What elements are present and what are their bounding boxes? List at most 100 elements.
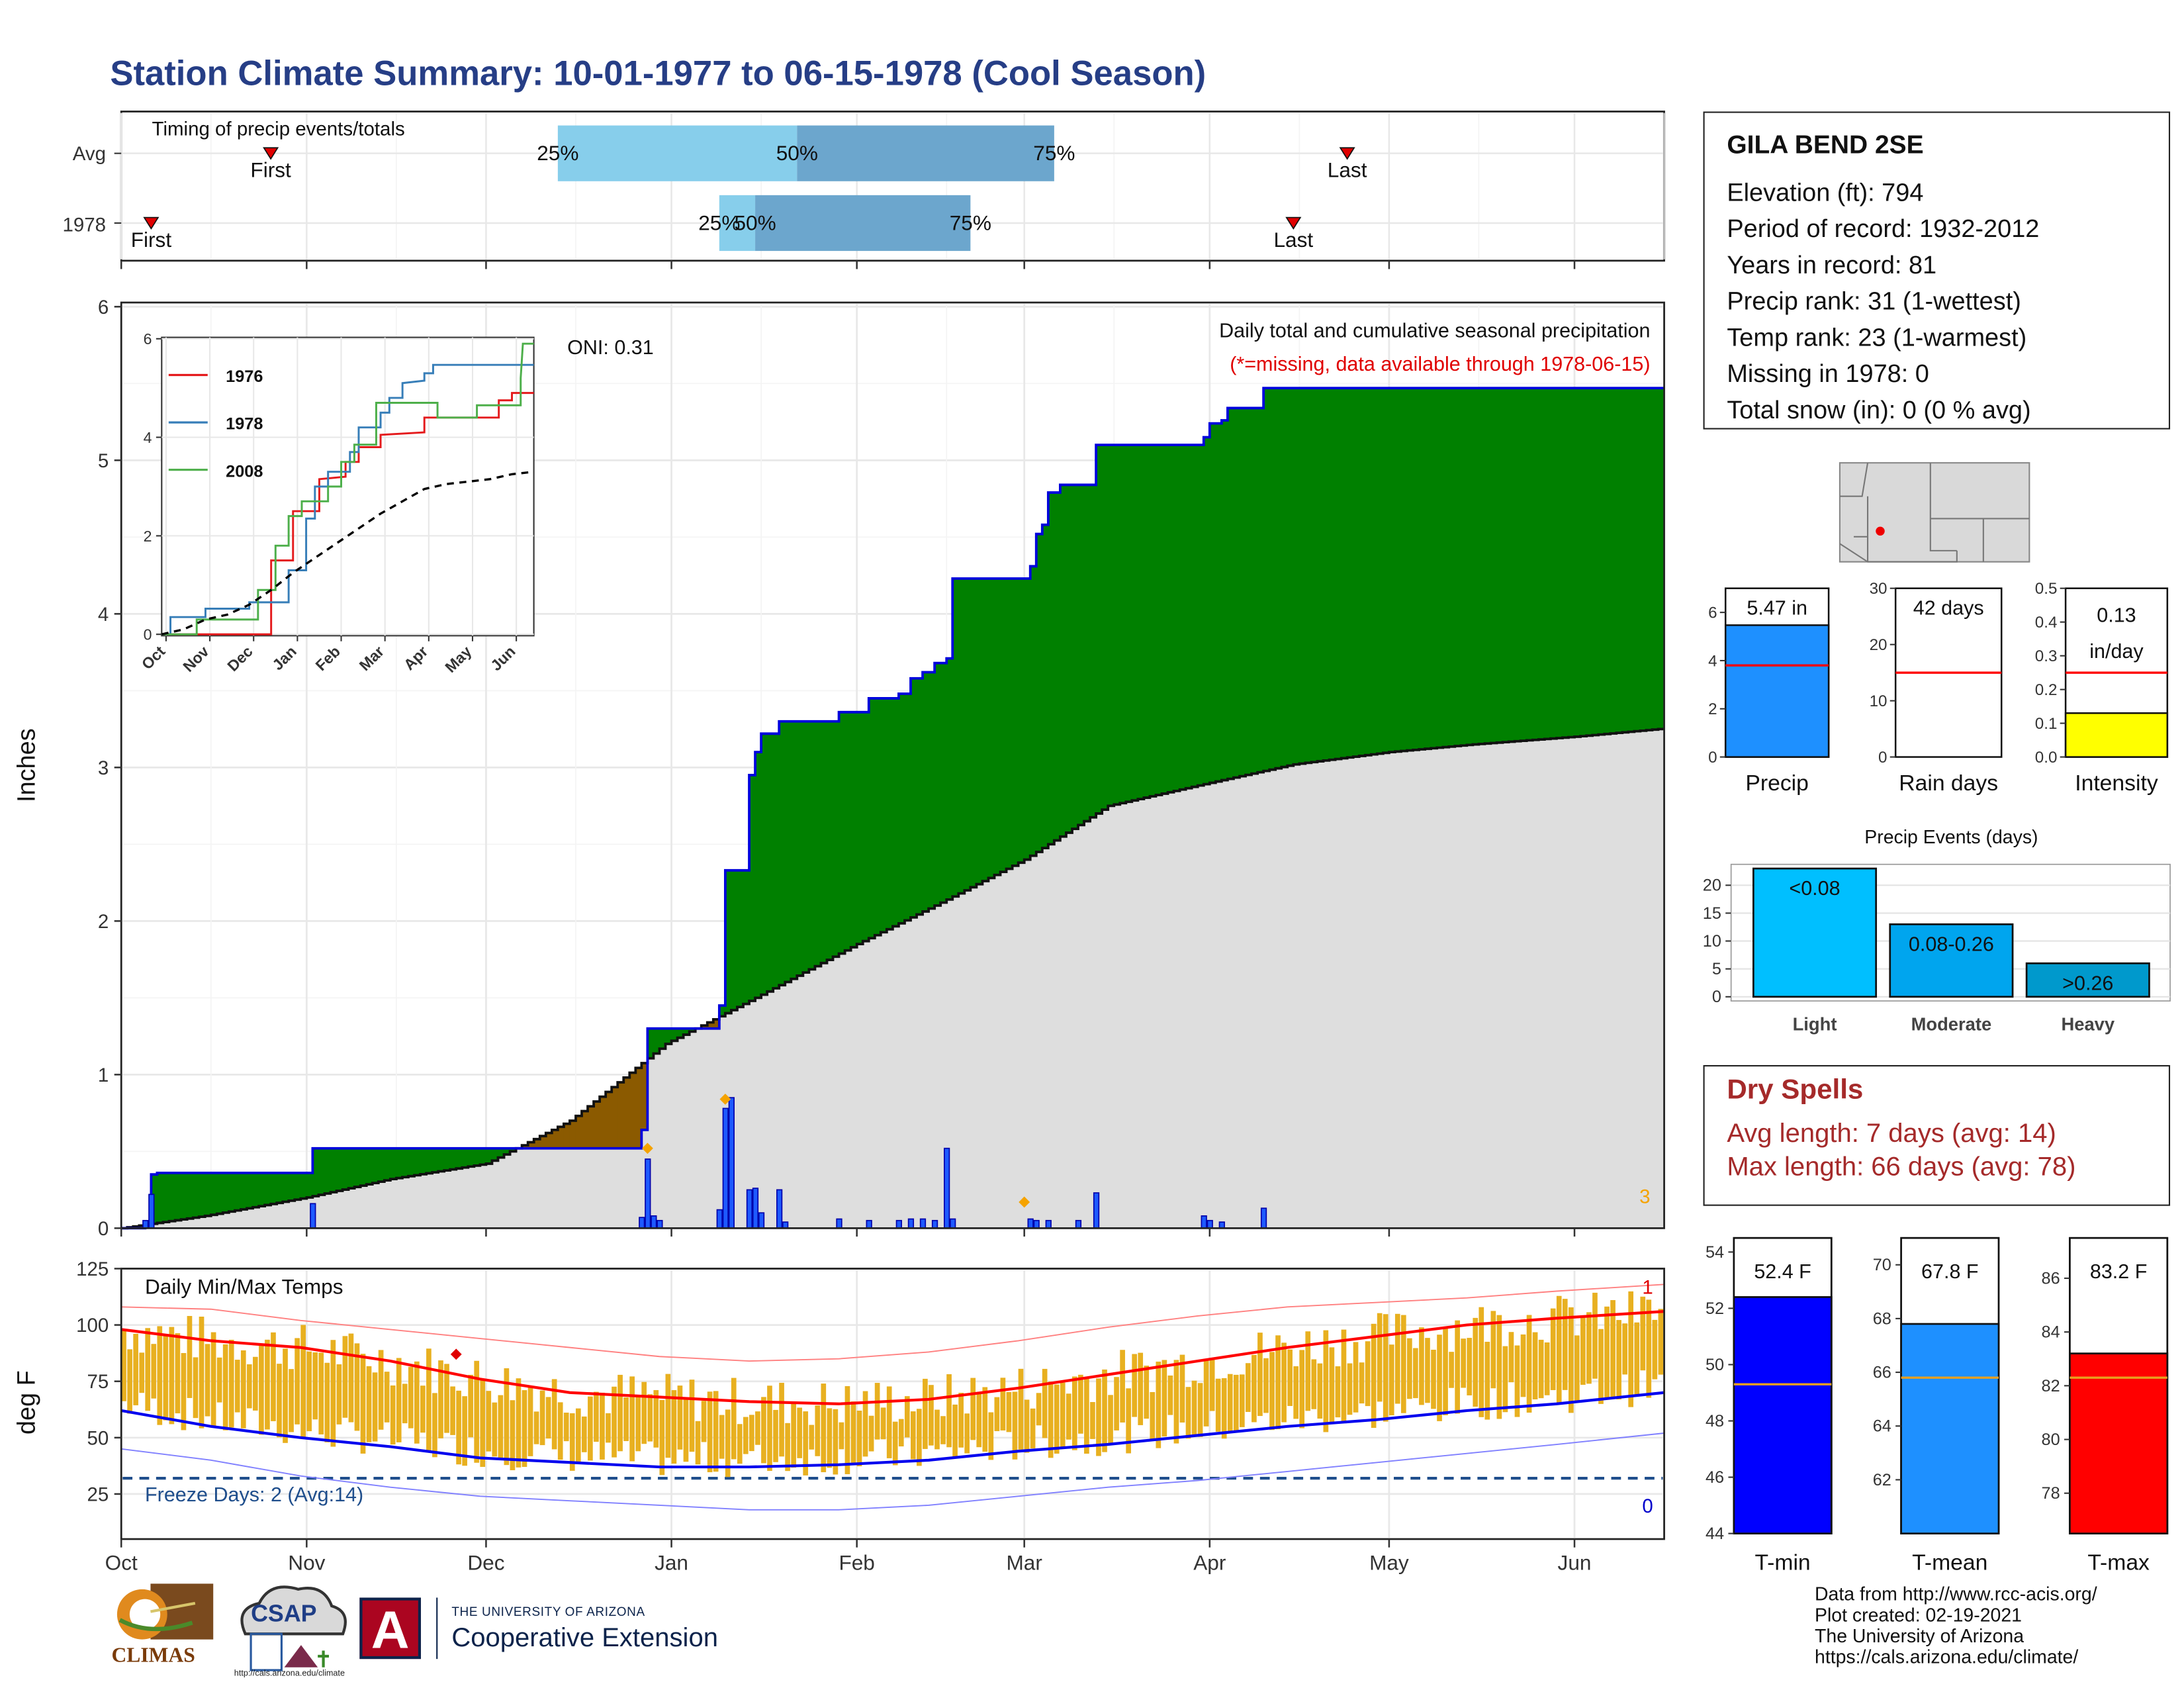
below-average-area <box>600 1096 606 1149</box>
mini-bar-tick-label: 0.0 <box>2035 749 2058 767</box>
daily-temp-bar <box>1173 1360 1179 1444</box>
timing-heading: Timing of precip events/totals <box>152 118 405 140</box>
daily-temp-bar <box>1407 1338 1412 1399</box>
precip-panel: 0 1 2 3 4 5 6 Inches ONI: 0.31 Daily total and… <box>13 297 1665 1240</box>
above-average-area <box>504 1148 511 1155</box>
below-average-area <box>545 1133 553 1149</box>
mini-bar-tick-label: 20 <box>1870 636 1888 654</box>
above-average-area <box>1580 388 1587 737</box>
above-average-area <box>1096 445 1103 814</box>
daily-temp-bar <box>563 1413 569 1442</box>
above-average-area <box>946 658 954 900</box>
above-average-area <box>719 1005 726 1017</box>
daily-temp-bar <box>1317 1363 1323 1419</box>
above-average-area <box>1071 485 1079 829</box>
daily-temp-bar <box>683 1398 689 1462</box>
station-name: GILA BEND 2SE <box>1727 129 1924 160</box>
above-average-area <box>1520 388 1527 741</box>
precip-y-tick-label: 6 <box>98 297 109 318</box>
above-average-area <box>1018 578 1025 863</box>
daily-temp-bar <box>880 1407 886 1440</box>
precip-y-tick-label: 3 <box>98 757 109 779</box>
above-average-area <box>797 721 804 976</box>
daily-temp-bar <box>588 1396 593 1461</box>
above-average-area <box>210 1172 218 1215</box>
daily-temp-bar <box>1246 1363 1251 1412</box>
month-tick-label: May <box>1369 1550 1409 1574</box>
temp-series-line-avg-min <box>120 1391 1664 1469</box>
daily-temp-bar <box>444 1364 449 1433</box>
above-average-area <box>898 693 905 923</box>
daily-temp-bar <box>1221 1378 1227 1439</box>
timing-first-marker <box>263 147 279 160</box>
above-average-area <box>1479 388 1486 744</box>
daily-temp-bar <box>1658 1309 1664 1375</box>
temp-bar-tick-label: 80 <box>2042 1430 2060 1449</box>
daily-temp-bar <box>366 1366 372 1442</box>
above-average-area <box>1311 388 1318 763</box>
above-average-area <box>880 698 887 933</box>
mini-bar-tick-label: 0.5 <box>2035 580 2058 598</box>
cumulative-precip-line <box>121 387 1664 1230</box>
above-average-area <box>850 712 858 947</box>
daily-temp-bar <box>510 1400 516 1471</box>
above-average-area <box>1335 388 1342 759</box>
above-average-area <box>1443 388 1450 747</box>
daily-precip-bar <box>782 1221 789 1229</box>
daily-temp-bar <box>450 1386 455 1435</box>
events-category-label: Heavy <box>2061 1013 2115 1034</box>
daily-temp-bar <box>360 1354 366 1454</box>
daily-temp-bar <box>749 1415 754 1452</box>
dry-spells-box: Dry Spells Avg length: 7 days (avg: 14) … <box>1703 1064 2171 1206</box>
above-average-area <box>934 663 942 906</box>
above-average-area <box>1532 388 1539 740</box>
timing-q25-label: 25% <box>537 141 578 165</box>
inset-legend-label: 1976 <box>226 367 263 386</box>
above-average-area <box>1455 388 1462 747</box>
daily-temp-bar <box>719 1415 725 1459</box>
daily-temp-bar <box>791 1403 796 1468</box>
daily-temp-bar <box>689 1380 695 1452</box>
above-average-area <box>1359 388 1366 756</box>
daily-temp-bar <box>1377 1313 1383 1402</box>
page-title: Station Climate Summary: 10-01-1977 to 0… <box>110 54 1206 93</box>
above-average-area <box>336 1148 343 1192</box>
daily-temp-bar <box>1006 1391 1012 1432</box>
month-tick-label: Jun <box>1558 1550 1592 1574</box>
daily-temp-bar <box>1496 1315 1502 1419</box>
temp-frame <box>120 1268 1665 1540</box>
daily-temp-bar <box>1413 1348 1418 1399</box>
daily-temp-bar <box>1030 1408 1036 1449</box>
temp-bar-value-label: 83.2 F <box>2090 1260 2148 1283</box>
above-average-area <box>1640 388 1647 731</box>
daily-temp-bar <box>755 1411 760 1445</box>
events-category-label: Moderate <box>1911 1013 1992 1034</box>
daily-temp-bar <box>1484 1341 1490 1420</box>
daily-temp-bar <box>492 1402 498 1457</box>
temp-bar-tick-label: 86 <box>2042 1269 2060 1288</box>
daily-precip-bar <box>836 1218 842 1229</box>
daily-precip-bar <box>657 1219 663 1229</box>
record-high-count: 1 <box>1642 1276 1653 1298</box>
record-low-count: 0 <box>1642 1495 1653 1517</box>
above-average-area <box>420 1148 427 1174</box>
daily-temp-bar <box>557 1402 563 1460</box>
above-average-area <box>474 1148 481 1166</box>
avg-cumulative-area <box>121 729 1664 1229</box>
ua-a-mark: A <box>359 1597 422 1660</box>
daily-temp-bar <box>354 1343 360 1431</box>
above-average-area <box>1054 492 1061 841</box>
above-average-area <box>1556 388 1563 738</box>
daily-temp-bar <box>917 1409 922 1466</box>
above-average-area <box>725 870 732 1013</box>
daily-temp-bar <box>731 1378 737 1460</box>
daily-temp-bar <box>1443 1327 1448 1415</box>
daily-temp-bar <box>342 1336 348 1418</box>
inset-legend-label: 2008 <box>226 462 263 481</box>
above-average-area <box>1496 388 1504 743</box>
daily-temp-bar <box>1269 1352 1275 1430</box>
mini-bar-value-label: 0.13 <box>2097 604 2136 626</box>
timing-last-marker <box>1339 147 1355 160</box>
daily-temp-bar <box>1335 1366 1341 1418</box>
above-average-area <box>1562 388 1569 738</box>
